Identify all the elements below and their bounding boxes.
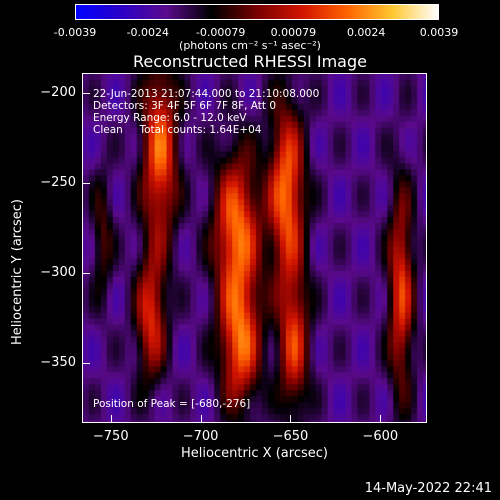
annotation-energy: Energy Range: 6.0 - 12.0 keV [93,112,247,124]
x-tick-label: −650 [272,429,309,444]
colorbar-units: (photons cm⁻² s⁻¹ asec⁻²) [179,39,321,52]
colorbar-tick-label: -0.0039 [53,26,97,39]
plot-title: Reconstructed RHESSI Image [133,52,367,71]
colorbar-tick-label: 0.00079 [270,26,317,39]
x-tick-label: −700 [182,429,219,444]
y-axis-label: Heliocentric Y (arcsec) [10,199,25,345]
x-tick-mark [290,415,292,422]
x-tick-mark [110,415,112,422]
heatmap-image [83,74,426,422]
y-tick-mark [83,363,90,365]
y-tick-label: −200 [40,84,76,100]
y-tick-label: −350 [40,355,76,371]
colorbar-tick-label: 0.0039 [419,26,459,39]
colorbar [75,4,439,20]
annotation-time: 22-Jun-2013 21:07:44.000 to 21:10:08.000 [93,88,320,100]
annotation-detectors: Detectors: 3F 4F 5F 6F 7F 8F, Att 0 [93,100,277,112]
y-tick-mark [83,273,90,275]
y-tick-label: −250 [40,175,76,191]
colorbar-tick-label: -0.00079 [195,26,246,39]
annotation-clean: Clean Total counts: 1.64E+04 [93,124,262,136]
footer-date: 14-May-2022 22:41 [364,481,492,496]
colorbar-tick-label: 0.0024 [346,26,386,39]
x-tick-mark [200,415,202,422]
x-tick-mark [380,415,382,422]
x-axis-label: Heliocentric X (arcsec) [181,446,328,461]
annotation-peak: Position of Peak = [-680,-276] [93,398,251,410]
plot-area: 22-Jun-2013 21:07:44.000 to 21:10:08.000… [82,73,427,423]
colorbar-tick-label: -0.0024 [126,26,170,39]
x-tick-label: −600 [362,429,399,444]
y-tick-label: −300 [40,265,76,281]
x-tick-label: −750 [92,429,129,444]
y-tick-mark [83,183,90,185]
y-tick-mark [83,92,90,94]
